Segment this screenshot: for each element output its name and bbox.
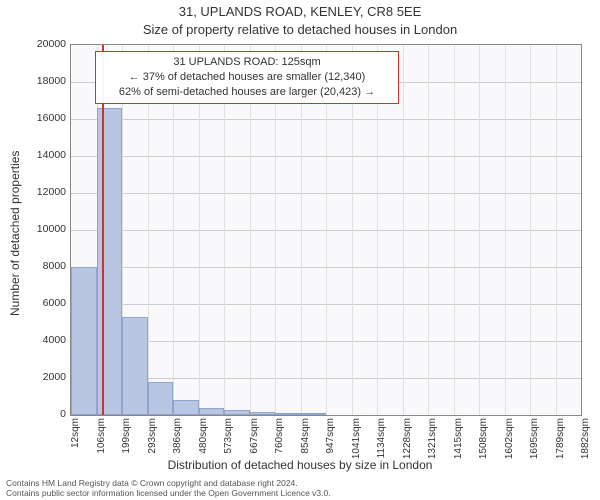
x-tick-label: 480sqm xyxy=(198,418,209,466)
gridline-v xyxy=(505,45,506,415)
chart-title-sub: Size of property relative to detached ho… xyxy=(0,22,600,37)
histogram-bar xyxy=(148,382,173,415)
y-tick-label: 8000 xyxy=(16,260,66,272)
histogram-bar xyxy=(250,412,275,415)
x-tick-label: 1415sqm xyxy=(453,418,464,466)
x-tick-label: 1228sqm xyxy=(402,418,413,466)
x-tick-label: 106sqm xyxy=(96,418,107,466)
gridline-v xyxy=(479,45,480,415)
x-tick-label: 1789sqm xyxy=(555,418,566,466)
x-tick-label: 1882sqm xyxy=(580,418,591,466)
y-tick-label: 4000 xyxy=(16,334,66,346)
y-tick-label: 6000 xyxy=(16,297,66,309)
y-tick-label: 20000 xyxy=(16,38,66,50)
x-tick-label: 854sqm xyxy=(300,418,311,466)
annotation-line: 31 UPLANDS ROAD: 125sqm xyxy=(102,55,392,70)
attribution: Contains HM Land Registry data © Crown c… xyxy=(6,478,331,498)
histogram-bar xyxy=(71,267,97,415)
plot-area: 31 UPLANDS ROAD: 125sqm← 37% of detached… xyxy=(70,44,582,416)
y-tick-label: 0 xyxy=(16,408,66,420)
annotation-line: ← 37% of detached houses are smaller (12… xyxy=(102,70,392,85)
histogram-bar xyxy=(224,410,250,415)
x-tick-label: 1602sqm xyxy=(504,418,515,466)
gridline-v xyxy=(556,45,557,415)
x-tick-label: 1321sqm xyxy=(427,418,438,466)
gridline-v xyxy=(403,45,404,415)
histogram-bar xyxy=(301,413,326,415)
histogram-bar xyxy=(97,108,122,415)
x-tick-label: 199sqm xyxy=(121,418,132,466)
y-tick-label: 14000 xyxy=(16,149,66,161)
x-tick-label: 1041sqm xyxy=(351,418,362,466)
histogram-bar xyxy=(199,408,224,415)
x-tick-label: 573sqm xyxy=(223,418,234,466)
attribution-line-1: Contains HM Land Registry data © Crown c… xyxy=(6,478,331,488)
x-tick-label: 386sqm xyxy=(172,418,183,466)
annotation-box: 31 UPLANDS ROAD: 125sqm← 37% of detached… xyxy=(95,51,399,104)
x-tick-label: 12sqm xyxy=(70,418,81,466)
x-tick-label: 1134sqm xyxy=(376,418,387,466)
attribution-line-2: Contains public sector information licen… xyxy=(6,488,331,498)
x-tick-label: 1508sqm xyxy=(478,418,489,466)
x-tick-label: 1695sqm xyxy=(529,418,540,466)
chart-title-main: 31, UPLANDS ROAD, KENLEY, CR8 5EE xyxy=(0,4,600,19)
chart-container: 31, UPLANDS ROAD, KENLEY, CR8 5EE Size o… xyxy=(0,0,600,500)
x-tick-label: 293sqm xyxy=(147,418,158,466)
histogram-bar xyxy=(122,317,148,415)
histogram-bar xyxy=(173,400,199,415)
gridline-v xyxy=(428,45,429,415)
x-tick-label: 667sqm xyxy=(249,418,260,466)
x-tick-label: 947sqm xyxy=(325,418,336,466)
gridline-v xyxy=(530,45,531,415)
gridline-v xyxy=(454,45,455,415)
y-tick-label: 10000 xyxy=(16,223,66,235)
histogram-bar xyxy=(275,413,301,415)
x-tick-label: 760sqm xyxy=(274,418,285,466)
y-tick-label: 18000 xyxy=(16,75,66,87)
annotation-line: 62% of semi-detached houses are larger (… xyxy=(102,85,392,100)
y-tick-label: 2000 xyxy=(16,371,66,383)
y-tick-label: 12000 xyxy=(16,186,66,198)
y-tick-label: 16000 xyxy=(16,112,66,124)
